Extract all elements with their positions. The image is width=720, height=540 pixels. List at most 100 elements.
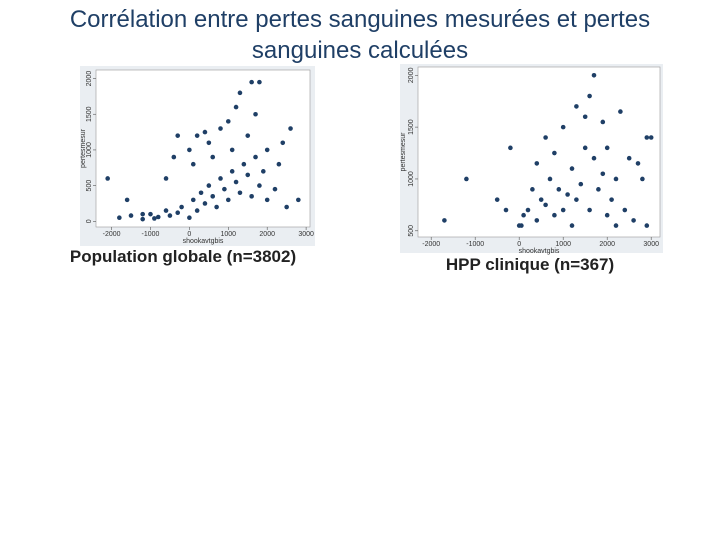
point <box>155 214 161 220</box>
x-tick-label: 3000 <box>643 241 659 248</box>
point <box>225 119 231 124</box>
point <box>280 140 286 146</box>
point <box>206 140 212 146</box>
point <box>210 194 216 199</box>
point <box>245 172 251 178</box>
point <box>288 126 293 131</box>
point <box>600 171 606 177</box>
point <box>140 216 145 222</box>
point <box>202 201 208 206</box>
point <box>245 133 251 138</box>
point <box>613 223 619 228</box>
point <box>257 183 262 188</box>
y-tick-label: 1500 <box>408 119 415 135</box>
point <box>587 207 592 213</box>
point <box>124 197 130 203</box>
plot-area <box>95 69 311 228</box>
point <box>543 135 548 140</box>
point <box>214 204 219 210</box>
point <box>503 207 509 213</box>
point <box>552 212 557 218</box>
point <box>618 109 623 114</box>
point <box>225 197 231 203</box>
x-axis-label: shookavtgbis <box>183 238 224 245</box>
y-tick-label: 1500 <box>86 106 93 122</box>
point <box>276 161 282 167</box>
slide-title: Corrélation entre pertes sanguines mesur… <box>69 6 651 64</box>
point <box>631 218 636 223</box>
point <box>560 124 566 130</box>
point <box>210 154 216 160</box>
point <box>296 197 301 203</box>
point <box>519 223 524 228</box>
y-tick-label: 1000 <box>408 171 415 187</box>
x-tick-label: 2000 <box>599 241 615 248</box>
chart-caption: HPP clinique (n=367) <box>446 255 614 274</box>
point <box>569 223 575 228</box>
point <box>574 197 579 202</box>
x-axis-label: shookavtgbis <box>519 248 560 255</box>
y-tick-label: 2000 <box>86 71 93 87</box>
point <box>464 176 469 182</box>
point <box>233 179 239 185</box>
y-tick-label: 0 <box>86 219 93 223</box>
point <box>140 211 145 217</box>
point <box>190 197 196 203</box>
point <box>190 161 196 167</box>
point <box>565 192 570 197</box>
point <box>640 176 645 182</box>
point <box>604 145 610 151</box>
point <box>600 119 606 125</box>
y-tick-label: 500 <box>408 225 415 237</box>
x-tick-label: -1000 <box>466 241 484 248</box>
point <box>237 90 243 96</box>
x-tick-label: 3000 <box>298 231 314 238</box>
point <box>206 183 212 188</box>
y-tick-label: 1000 <box>86 142 93 158</box>
point <box>175 210 181 216</box>
x-tick-label: 2000 <box>259 231 275 238</box>
point <box>508 145 513 151</box>
chart-caption: Population globale (n=3802) <box>70 247 296 266</box>
point <box>202 129 208 135</box>
point <box>648 135 654 140</box>
point <box>556 187 562 192</box>
point <box>152 216 157 221</box>
point <box>241 161 247 167</box>
point <box>261 169 266 174</box>
point <box>194 133 200 138</box>
plot-area <box>417 66 661 238</box>
point <box>117 215 122 221</box>
point <box>163 208 169 213</box>
point <box>521 212 526 218</box>
point <box>582 114 588 120</box>
point <box>582 145 588 151</box>
point <box>257 79 262 85</box>
point <box>596 187 601 192</box>
point <box>253 154 258 160</box>
point <box>591 72 597 78</box>
point <box>148 211 153 217</box>
point <box>163 176 169 181</box>
point <box>644 135 650 140</box>
point <box>233 104 239 110</box>
point <box>128 213 134 218</box>
point <box>578 181 584 187</box>
point <box>534 218 540 223</box>
point <box>552 150 557 156</box>
point <box>249 79 254 85</box>
point <box>609 197 614 202</box>
point <box>538 197 544 202</box>
point <box>264 197 270 203</box>
point <box>494 197 500 202</box>
point <box>622 207 628 213</box>
y-tick-label: 500 <box>86 180 93 192</box>
point <box>613 176 619 182</box>
y-tick-label: 2000 <box>408 67 415 83</box>
x-tick-label: -2000 <box>103 231 121 238</box>
point <box>179 204 184 210</box>
x-tick-label: 0 <box>517 241 521 248</box>
x-tick-label: 0 <box>187 231 191 238</box>
point <box>574 104 579 109</box>
point <box>587 93 592 99</box>
